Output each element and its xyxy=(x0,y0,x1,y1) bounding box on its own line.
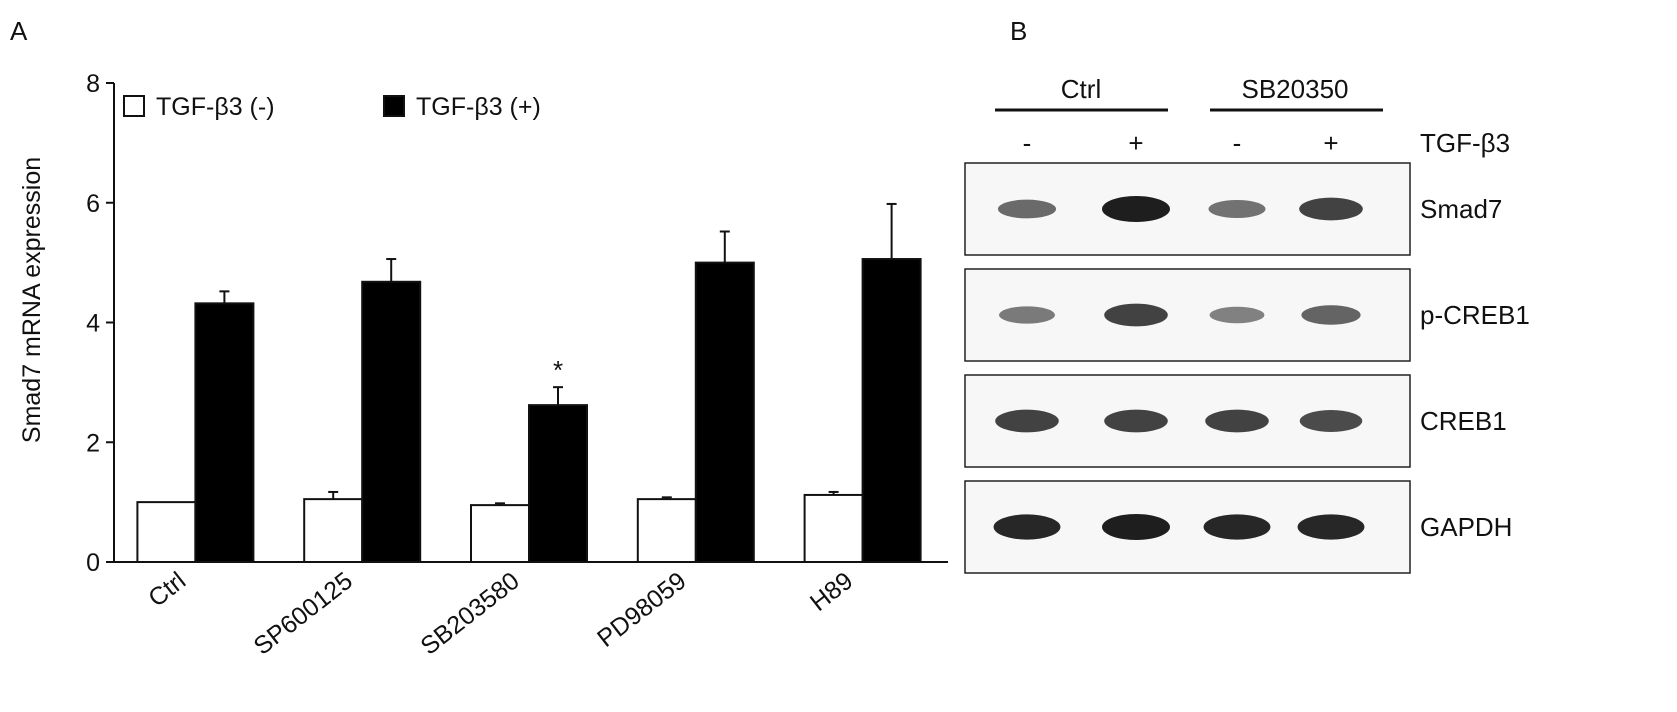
blot-treatment-label: TGF-β3 xyxy=(1420,128,1510,158)
blot-band xyxy=(993,514,1061,540)
blot-band xyxy=(1104,303,1168,327)
blot-group-label: Ctrl xyxy=(1061,74,1101,104)
blot-band xyxy=(1104,409,1168,433)
bar-tgf-plus xyxy=(694,261,755,563)
blot-band xyxy=(999,306,1055,324)
blot-band xyxy=(1301,305,1361,325)
y-tick-label: 0 xyxy=(86,549,100,577)
bar-tgf-plus xyxy=(861,258,922,563)
blot-band xyxy=(1299,197,1363,221)
blot-lane-sign: + xyxy=(1128,128,1143,158)
panel-a-label: A xyxy=(10,16,28,46)
y-tick-label: 8 xyxy=(86,70,100,98)
bar-tgf-plus xyxy=(361,280,422,563)
y-tick-label: 2 xyxy=(86,429,100,457)
blot-band xyxy=(1208,200,1266,218)
blot-lane-sign: + xyxy=(1323,128,1338,158)
legend-swatch xyxy=(123,95,145,117)
legend-label: TGF-β3 (+) xyxy=(416,93,541,121)
blot-row-label: CREB1 xyxy=(1420,406,1507,436)
blot-lane-sign: - xyxy=(1023,128,1032,158)
blot-band xyxy=(1102,196,1170,222)
bar-tgf-minus xyxy=(636,498,697,564)
bar-tgf-minus xyxy=(136,501,197,563)
blot-header: Ctrl SB20350- + - + TGF-β3 xyxy=(995,74,1510,158)
y-tick-label: 6 xyxy=(86,190,100,218)
blot-row-label: p-CREB1 xyxy=(1420,300,1530,330)
bar-tgf-plus xyxy=(528,404,588,563)
blot-row-label: Smad7 xyxy=(1420,194,1502,224)
bar-chart: Smad7 mRNA expression 0 2 4 6 8 * Ctrl SP6001… xyxy=(18,70,948,661)
bar-tgf-plus xyxy=(194,302,255,563)
blot-band xyxy=(1102,514,1170,540)
blot-band xyxy=(1297,514,1365,540)
blot-band xyxy=(1209,306,1265,324)
western-blot: Ctrl SB20350- + - + TGF-β3 Smad7p-CREB1CREB1G… xyxy=(964,74,1530,574)
bar-tgf-minus xyxy=(803,493,864,563)
blot-row-label: GAPDH xyxy=(1420,512,1512,542)
y-axis-label: Smad7 mRNA expression xyxy=(18,157,46,443)
blot-band xyxy=(995,409,1059,433)
bars: * xyxy=(136,202,922,564)
blot-rows: Smad7 p-CREB1 CREB1 GAPDH xyxy=(964,162,1530,574)
blot-group-label: SB20350 xyxy=(1242,74,1349,104)
blot-band xyxy=(1299,410,1363,432)
blot-lane-sign: - xyxy=(1233,128,1242,158)
x-tick-label: Ctrl xyxy=(143,567,191,613)
x-tick-label: PD98059 xyxy=(592,567,691,653)
x-tick-label: SB203580 xyxy=(415,567,524,661)
x-tick-label: H89 xyxy=(805,567,858,617)
legend: TGF-β3 (-) TGF-β3 (+) xyxy=(123,93,541,121)
x-axis-tick-labels: Ctrl SP600125 SB203580 PD98059 H89 xyxy=(143,567,858,661)
y-tick-label: 4 xyxy=(86,310,100,338)
legend-swatch xyxy=(383,95,405,117)
legend-label: TGF-β3 (-) xyxy=(156,93,275,121)
blot-band xyxy=(1203,514,1271,540)
x-tick-label: SP600125 xyxy=(249,567,358,661)
bar-tgf-minus xyxy=(470,504,530,563)
significance-marker: * xyxy=(553,355,563,385)
blot-band xyxy=(1205,409,1269,433)
panel-b-label: B xyxy=(1010,16,1027,46)
bar-tgf-minus xyxy=(303,498,364,564)
y-axis-ticks: 0 2 4 6 8 xyxy=(86,70,114,577)
blot-band xyxy=(997,199,1057,219)
